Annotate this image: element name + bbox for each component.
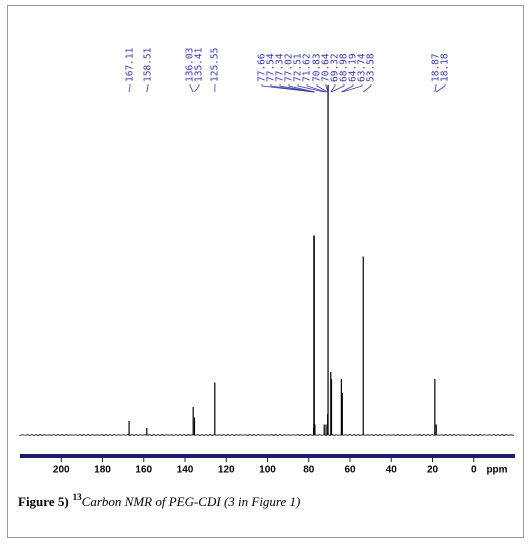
peak-label: 72.51: [293, 53, 304, 82]
peak-label: 158.51: [143, 47, 154, 82]
peak-label: 64.19: [348, 53, 359, 82]
peak-label: 77.34: [275, 53, 286, 82]
peak-leader: [189, 84, 194, 93]
peak-label: 125.55: [210, 48, 221, 82]
peak-leader: [316, 84, 328, 93]
x-tick-label: 40: [386, 465, 398, 476]
peak-leader: [341, 84, 354, 93]
x-tick-label: 20: [427, 465, 439, 476]
peak-label: 18.18: [440, 53, 451, 82]
peak-leader: [297, 84, 325, 93]
peak-label: 135.41: [194, 47, 205, 82]
peak-leader: [194, 84, 200, 93]
caption-text: Carbon NMR of PEG-CDI (3 in Figure 1): [82, 494, 301, 509]
peak-label: 77.66: [257, 53, 268, 82]
peak-leader: [325, 84, 329, 93]
peak-label: 70.64: [321, 53, 332, 82]
x-tick-label: 160: [135, 465, 152, 476]
peak-label: 68.98: [339, 53, 350, 82]
x-tick-label: 80: [303, 465, 315, 476]
peak-leader: [146, 84, 149, 93]
peak-label: 70.83: [312, 53, 323, 82]
peak-leader: [279, 84, 315, 93]
x-tick-label: 180: [94, 465, 111, 476]
caption-label: Figure 5): [18, 494, 69, 509]
peak-label: 63.74: [357, 53, 368, 82]
frame: [7, 5, 524, 538]
peak-leader: [331, 84, 345, 93]
caption-superscript: 13: [73, 492, 83, 502]
peak-leader: [128, 84, 131, 93]
x-tick-label: 120: [218, 465, 235, 476]
peak-leader: [270, 84, 314, 93]
peak-leader: [288, 84, 315, 93]
peak-leader: [342, 84, 363, 93]
peak-leader: [362, 84, 372, 93]
peak-label: 77.02: [284, 53, 295, 82]
x-tick-label: 100: [259, 465, 276, 476]
x-axis-label: ppm: [486, 465, 507, 476]
x-tick-label: 60: [344, 465, 356, 476]
peak-label: 18.87: [431, 53, 442, 82]
x-tick-label: 140: [177, 465, 194, 476]
x-tick-label: 0: [471, 465, 477, 476]
peak-label: 136.03: [185, 48, 196, 82]
peak-label: 167.11: [125, 47, 136, 82]
peak-leader: [261, 84, 314, 93]
x-axis: [20, 454, 515, 458]
peak-label: 69.32: [330, 53, 341, 82]
peak-label: 71.62: [302, 53, 313, 82]
peak-label: 53.58: [366, 53, 377, 82]
peak-leader: [436, 84, 446, 93]
baseline: [19, 433, 515, 437]
peak-leader: [434, 84, 437, 93]
peak-leader: [330, 84, 336, 93]
peak-leader: [306, 84, 327, 93]
x-tick-label: 200: [53, 465, 70, 476]
caption: Figure 5) 13Carbon NMR of PEG-CDI (3 in F…: [18, 492, 300, 509]
peak-label: 77.54: [266, 53, 277, 82]
